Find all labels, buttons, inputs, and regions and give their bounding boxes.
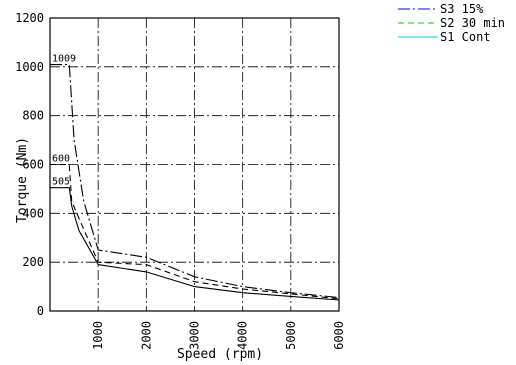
legend-label: S1 Cont	[440, 30, 491, 44]
annotation-label: 1009	[52, 54, 76, 65]
x-axis-title: Speed (rpm)	[177, 347, 263, 362]
grid	[50, 18, 339, 311]
y-tick-label: 0	[37, 304, 44, 318]
y-tick-label: 800	[22, 109, 44, 123]
plot-frame	[49, 17, 340, 312]
x-tick-label: 2000	[139, 321, 153, 350]
y-tick-label: 1000	[15, 60, 44, 74]
x-tick-label: 4000	[236, 321, 250, 350]
x-tick-label: 3000	[188, 321, 202, 350]
y-tick-label: 1200	[15, 11, 44, 25]
annotations: 1009 600 505	[52, 54, 76, 188]
annotation-label: 600	[52, 154, 70, 165]
legend-label: S2 30 min	[440, 16, 505, 30]
series-line	[50, 187, 340, 301]
series-line	[50, 163, 340, 300]
series-line	[50, 64, 340, 299]
series-lines	[50, 64, 340, 301]
y-tick-label: 600	[22, 158, 44, 172]
x-tick-label: 5000	[284, 321, 298, 350]
annotation-label: 505	[52, 177, 70, 188]
legend-label: S3 15%	[440, 2, 484, 16]
x-tick-label: 1000	[91, 321, 105, 350]
y-tick-label: 200	[22, 255, 44, 269]
y-tick-label: 400	[22, 206, 44, 220]
x-tick-label: 6000	[332, 321, 346, 350]
tick-labels: 0 200 400 600 800 1000 1200 1000 2000 3000 4000 500…	[15, 11, 346, 350]
y-axis-title: Torque (Nm)	[15, 137, 30, 223]
